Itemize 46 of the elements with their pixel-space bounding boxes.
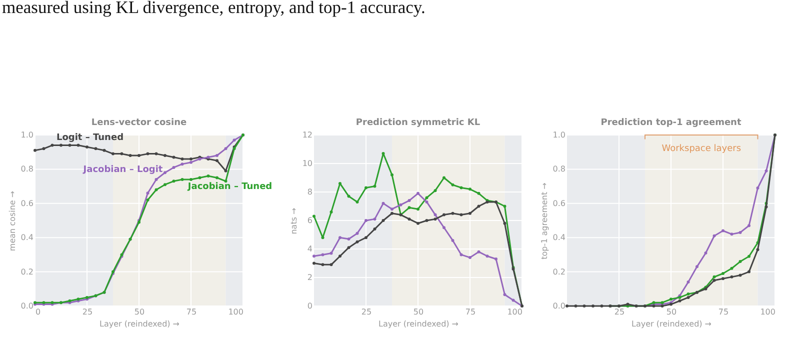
x-axis-title: Layer (reindexed) → — [631, 320, 712, 328]
y-tick-label: 1.0 — [552, 130, 566, 140]
x-tick-label: 25 — [614, 308, 625, 316]
y-tick-label: 0.8 — [20, 164, 34, 174]
x-tick-label: 100 — [760, 308, 776, 316]
x-tick-label: 75 — [718, 308, 729, 316]
y-tick-label: 12 — [302, 130, 312, 140]
y-axis-title: mean cosine → — [8, 190, 17, 252]
y-tick-label: 0.8 — [552, 164, 566, 174]
y-tick-label: 6 — [307, 216, 312, 225]
y-tick-label: 0.6 — [20, 198, 34, 208]
y-axis-title: top-1 agreement → — [540, 182, 549, 260]
x-tick-label: 100 — [228, 308, 244, 316]
x-tick-label: 50 — [413, 308, 424, 316]
x-tick-label: 75 — [465, 308, 476, 316]
y-tick-label: 10 — [302, 159, 312, 168]
chart-title: Prediction top-1 agreement — [600, 118, 742, 128]
x-tick-label: 25 — [361, 308, 372, 316]
y-tick-label: 0 — [307, 302, 312, 310]
text: measured using KL divergence, entropy, and top-1 accuracy. — [2, 0, 426, 18]
y-tick-label: 0.0 — [552, 302, 566, 310]
y-tick-label: 0.0 — [20, 302, 34, 310]
chart-title: Prediction symmetric KL — [356, 118, 480, 128]
x-tick-label: 50 — [134, 308, 145, 316]
series-label: Logit – Tuned — [56, 133, 124, 143]
band-label: Workspace layers — [662, 144, 742, 154]
y-tick-label: 0.2 — [552, 267, 566, 276]
x-tick-label: 100 — [507, 308, 522, 316]
chart-title: Lens-vector cosine — [91, 118, 187, 128]
y-axis-title: nats → — [289, 207, 298, 234]
x-tick-label: 50 — [666, 308, 677, 316]
x-tick-label: 75 — [186, 308, 197, 316]
y-tick-label: 1.0 — [20, 130, 34, 140]
x-axis-title: Layer (reindexed) → — [378, 320, 459, 328]
y-tick-label: 2 — [307, 273, 312, 282]
y-tick-label: 8 — [307, 188, 312, 196]
series-label: Jacobian – Logit — [82, 165, 164, 175]
y-tick-label: 4 — [307, 244, 312, 254]
y-tick-label: 0.2 — [20, 267, 34, 276]
series-label: Jacobian – Tuned — [186, 182, 272, 192]
x-tick-label: 0 — [36, 308, 41, 316]
y-tick-label: 0.4 — [20, 233, 34, 242]
y-tick-label: 0.6 — [552, 198, 566, 208]
x-tick-label: 25 — [82, 308, 93, 316]
y-tick-label: 0.4 — [552, 233, 566, 242]
x-axis-title: Layer (reindexed) → — [99, 320, 180, 328]
